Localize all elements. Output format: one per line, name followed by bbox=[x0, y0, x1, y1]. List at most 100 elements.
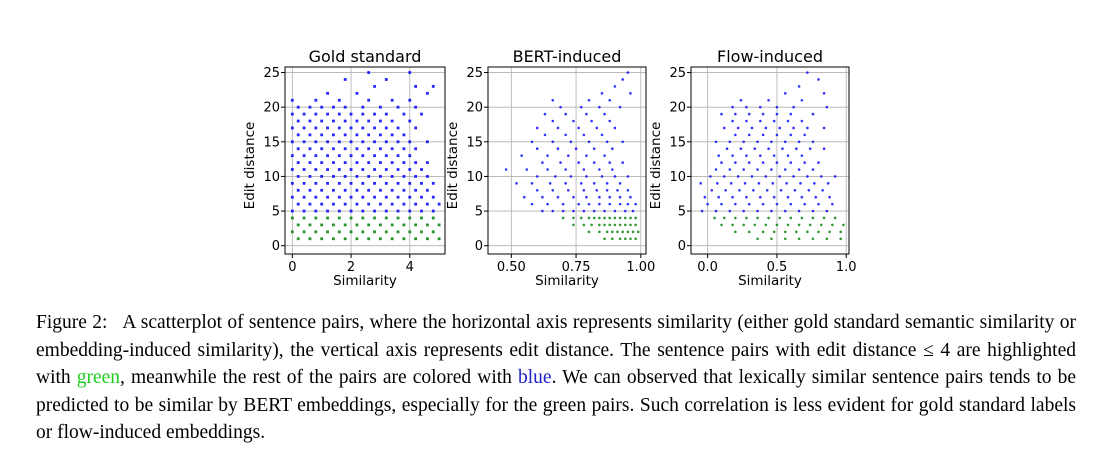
scatter-point bbox=[414, 126, 418, 130]
scatterplot-figure: 0 2 4 0 5 10 15 20 25 Gold standard Similarity Edit… bbox=[242, 47, 857, 289]
scatter-point bbox=[731, 105, 734, 109]
x-tick-label: 0.0 bbox=[697, 260, 718, 275]
scatter-point bbox=[826, 182, 830, 185]
scatter-point bbox=[579, 105, 583, 109]
scatter-point bbox=[308, 223, 312, 227]
scatter-point bbox=[296, 175, 300, 178]
scatter-point bbox=[772, 154, 776, 157]
scatter-point bbox=[379, 223, 382, 227]
scatter-point bbox=[384, 216, 388, 220]
scatter-point bbox=[706, 202, 709, 206]
scatter-point bbox=[373, 140, 376, 144]
scatter-point bbox=[825, 237, 829, 241]
y-tick-label: 10 bbox=[466, 170, 483, 185]
scatter-point bbox=[618, 195, 622, 199]
scatter-point bbox=[355, 133, 359, 137]
scatter-point bbox=[314, 216, 318, 220]
scatter-point bbox=[621, 78, 624, 81]
scatter-point bbox=[332, 119, 335, 123]
scatter-point bbox=[379, 161, 382, 164]
scatter-point bbox=[720, 202, 723, 206]
scatter-point bbox=[806, 71, 809, 74]
scatter-point bbox=[343, 237, 347, 241]
scatter-point bbox=[337, 230, 341, 234]
scatter-point bbox=[720, 223, 723, 227]
scatter-point bbox=[314, 98, 318, 102]
scatter-point bbox=[551, 119, 555, 123]
scatter-point bbox=[761, 230, 765, 234]
scatter-point bbox=[728, 168, 732, 171]
scatter-point bbox=[314, 181, 318, 185]
scatter-point bbox=[613, 126, 617, 130]
y-tick-label: 25 bbox=[466, 66, 483, 81]
scatter-point bbox=[396, 216, 400, 220]
scatter-point bbox=[797, 223, 801, 227]
scatter-point bbox=[425, 91, 429, 95]
scatter-point bbox=[425, 161, 429, 164]
scatter-point bbox=[783, 168, 787, 171]
scatter-point bbox=[797, 140, 801, 144]
scatter-point bbox=[326, 140, 329, 144]
scatter-point bbox=[361, 140, 365, 144]
scatter-point bbox=[811, 112, 815, 116]
y-tick-label: 5 bbox=[678, 205, 686, 220]
scatter-point bbox=[703, 195, 707, 199]
scatter-point bbox=[745, 216, 748, 220]
scatter-point bbox=[742, 168, 745, 171]
scatter-point bbox=[775, 133, 779, 137]
scatter-point bbox=[343, 161, 347, 164]
scatter-point bbox=[764, 126, 768, 130]
scatter-point bbox=[296, 223, 300, 227]
panel-title: BERT-induced bbox=[513, 47, 622, 66]
scatter-point bbox=[634, 223, 637, 227]
scatter-point bbox=[745, 195, 748, 199]
scatter-point bbox=[747, 230, 751, 234]
scatter-point bbox=[626, 202, 630, 206]
scatter-point bbox=[731, 154, 734, 157]
scatter-point bbox=[634, 202, 637, 206]
scatter-point bbox=[379, 147, 382, 151]
y-tick-label: 15 bbox=[263, 135, 280, 150]
scatter-point bbox=[384, 126, 388, 130]
scatter-point bbox=[308, 161, 312, 164]
scatter-point bbox=[425, 188, 429, 192]
scatter-point bbox=[722, 216, 726, 220]
scatter-point bbox=[343, 147, 347, 151]
scatter-point bbox=[326, 154, 329, 158]
scatter-point bbox=[817, 161, 820, 164]
scatter-point bbox=[554, 175, 557, 178]
scatter-point bbox=[431, 181, 435, 185]
scatter-point bbox=[408, 230, 412, 234]
scatter-point bbox=[425, 237, 429, 241]
scatter-point bbox=[756, 140, 759, 144]
scatter-point bbox=[384, 112, 388, 116]
scatter-point bbox=[756, 237, 759, 241]
scatter-point bbox=[783, 230, 787, 234]
scatter-point bbox=[608, 161, 612, 164]
scatter-point bbox=[290, 154, 294, 158]
scatter-point bbox=[742, 223, 745, 227]
scatter-point bbox=[756, 209, 759, 213]
scatter-point bbox=[742, 209, 745, 213]
scatter-point bbox=[621, 161, 624, 164]
scatter-point bbox=[414, 202, 418, 206]
scatter-point bbox=[577, 202, 580, 206]
scatter-point bbox=[634, 237, 637, 241]
scatter-point bbox=[789, 161, 793, 164]
scatter-point bbox=[786, 195, 790, 199]
scatter-point bbox=[326, 216, 329, 220]
scatter-point bbox=[337, 112, 341, 116]
scatter-point bbox=[767, 147, 770, 151]
scatter-point bbox=[343, 175, 347, 178]
scatter-point bbox=[817, 202, 820, 206]
scatter-point bbox=[561, 216, 565, 220]
scatter-point bbox=[592, 182, 596, 185]
panel-flow-induced: 0.0 0.5 1.0 0 5 10 15 20 25 Flow-induced Similarit… bbox=[648, 47, 857, 289]
scatter-point bbox=[290, 181, 294, 185]
scatter-point bbox=[629, 216, 632, 220]
scatter-point bbox=[337, 181, 341, 185]
scatter-point bbox=[379, 105, 382, 109]
scatter-point bbox=[611, 230, 614, 234]
scatter-point bbox=[361, 168, 365, 171]
scatter-point bbox=[785, 182, 788, 185]
